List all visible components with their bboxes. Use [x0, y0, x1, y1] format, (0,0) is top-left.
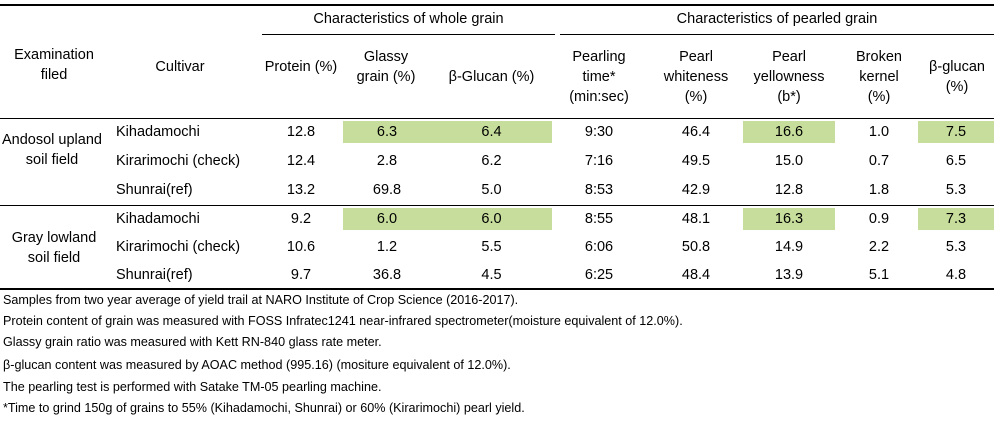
protein-cell: 9.2: [290, 211, 312, 227]
pearling-time-cell: 6:06: [584, 239, 614, 255]
whiteness-cell: 42.9: [681, 182, 711, 198]
header-bottom-rule: [0, 118, 994, 119]
footnote-pearling: The pearling test is performed with Sata…: [3, 380, 382, 394]
yellowness-cell: 14.9: [774, 239, 804, 255]
pearled-grain-group-header: Characteristics of pearled grain: [676, 11, 878, 27]
highlight-glassy-gray-kihadamochi: [343, 208, 431, 230]
yellowness-cell: 16.3: [774, 211, 804, 227]
col-header-yellowness: Pearl yellowness (b*): [753, 49, 825, 105]
protein-cell: 9.7: [290, 267, 312, 283]
pearling-time-cell: 6:25: [584, 267, 614, 283]
bglucan-pearl-cell: 7.3: [945, 211, 967, 227]
broken-cell: 0.9: [868, 211, 890, 227]
cultivar-cell: Shunrai(ref): [116, 267, 193, 283]
cultivar-cell: Kihadamochi: [116, 211, 200, 227]
bglucan-whole-cell: 6.2: [481, 153, 502, 169]
col-header-glassy: Glassy grain (%): [356, 49, 416, 85]
yellowness-cell: 15.0: [774, 153, 804, 169]
protein-cell: 12.8: [286, 124, 316, 140]
footnote-time: *Time to grind 150g of grains to 55% (Ki…: [3, 401, 525, 415]
broken-cell: 2.2: [868, 239, 890, 255]
broken-cell: 0.7: [868, 153, 890, 169]
highlight-bglucan-pearl-andosol-kihadamochi: [918, 121, 994, 143]
whiteness-cell: 50.8: [681, 239, 711, 255]
bglucan-pearl-cell: 5.3: [945, 239, 967, 255]
pearling-time-cell: 8:55: [584, 211, 614, 227]
pearled-group-underline: [560, 34, 994, 35]
footnote-samples: Samples from two year average of yield t…: [3, 293, 519, 307]
whole-grain-group-header: Characteristics of whole grain: [313, 11, 504, 27]
bglucan-whole-cell: 6.0: [481, 211, 502, 227]
highlight-yellowness-andosol-kihadamochi: [743, 121, 835, 143]
cultivar-cell: Kirarimochi (check): [116, 153, 241, 169]
bglucan-whole-cell: 6.4: [481, 124, 502, 140]
bglucan-whole-cell: 5.0: [481, 182, 502, 198]
protein-cell: 12.4: [286, 153, 316, 169]
highlight-glassy-andosol-kihadamochi: [343, 121, 431, 143]
col-header-field: Examination filed: [14, 47, 94, 83]
table-bottom-rule: [0, 288, 994, 290]
broken-cell: 1.8: [868, 182, 890, 198]
bglucan-pearl-cell: 4.8: [945, 267, 967, 283]
protein-cell: 13.2: [286, 182, 316, 198]
bglucan-pearl-cell: 5.3: [945, 182, 967, 198]
bglucan-whole-cell: 4.5: [481, 267, 502, 283]
cultivar-cell: Kihadamochi: [116, 124, 200, 140]
broken-cell: 1.0: [868, 124, 890, 140]
col-header-protein: Protein (%): [264, 59, 338, 75]
group-divider-rule: [0, 205, 994, 206]
field-label-andosol: Andosol upland soil field: [2, 132, 102, 168]
col-header-pearling-time: Pearling time* (min:sec): [569, 49, 629, 105]
footnote-protein: Protein content of grain was measured wi…: [3, 314, 683, 328]
bglucan-pearl-cell: 6.5: [945, 153, 967, 169]
glassy-cell: 69.8: [372, 182, 402, 198]
protein-cell: 10.6: [286, 239, 316, 255]
whole-group-underline: [262, 34, 555, 35]
glassy-cell: 36.8: [372, 267, 402, 283]
footnote-glassy: Glassy grain ratio was measured with Ket…: [3, 335, 382, 349]
cultivar-cell: Kirarimochi (check): [116, 239, 241, 255]
col-header-broken: Broken kernel (%): [856, 49, 902, 105]
highlight-bglucan-pearl-gray-kihadamochi: [918, 208, 994, 230]
pearling-time-cell: 9:30: [584, 124, 614, 140]
yellowness-cell: 12.8: [774, 182, 804, 198]
glassy-cell: 6.3: [376, 124, 398, 140]
cultivar-cell: Shunrai(ref): [116, 182, 193, 198]
whiteness-cell: 48.4: [681, 267, 711, 283]
pearling-time-cell: 8:53: [584, 182, 614, 198]
whiteness-cell: 46.4: [681, 124, 711, 140]
highlight-yellowness-gray-kihadamochi: [743, 208, 835, 230]
highlight-bglucan-gray-kihadamochi: [431, 208, 552, 230]
col-header-bglucan-whole: β-Glucan (%): [448, 69, 535, 85]
whiteness-cell: 48.1: [681, 211, 711, 227]
glassy-cell: 6.0: [376, 211, 398, 227]
yellowness-cell: 16.6: [774, 124, 804, 140]
table-top-rule: [0, 4, 994, 6]
highlight-bglucan-andosol-kihadamochi: [431, 121, 552, 143]
footnote-bglucan: β-glucan content was measured by AOAC me…: [3, 358, 511, 372]
col-header-cultivar: Cultivar: [155, 59, 205, 75]
field-label-gray-lowland: Gray lowland soil field: [11, 230, 97, 266]
glassy-cell: 1.2: [376, 239, 398, 255]
whiteness-cell: 49.5: [681, 153, 711, 169]
pearling-time-cell: 7:16: [584, 153, 614, 169]
bglucan-pearl-cell: 7.5: [945, 124, 967, 140]
bglucan-whole-cell: 5.5: [481, 239, 502, 255]
yellowness-cell: 13.9: [774, 267, 804, 283]
glassy-cell: 2.8: [376, 153, 398, 169]
broken-cell: 5.1: [868, 267, 890, 283]
col-header-bglucan-pearl: β-glucan (%): [929, 59, 985, 95]
col-header-whiteness: Pearl whiteness (%): [663, 49, 729, 105]
